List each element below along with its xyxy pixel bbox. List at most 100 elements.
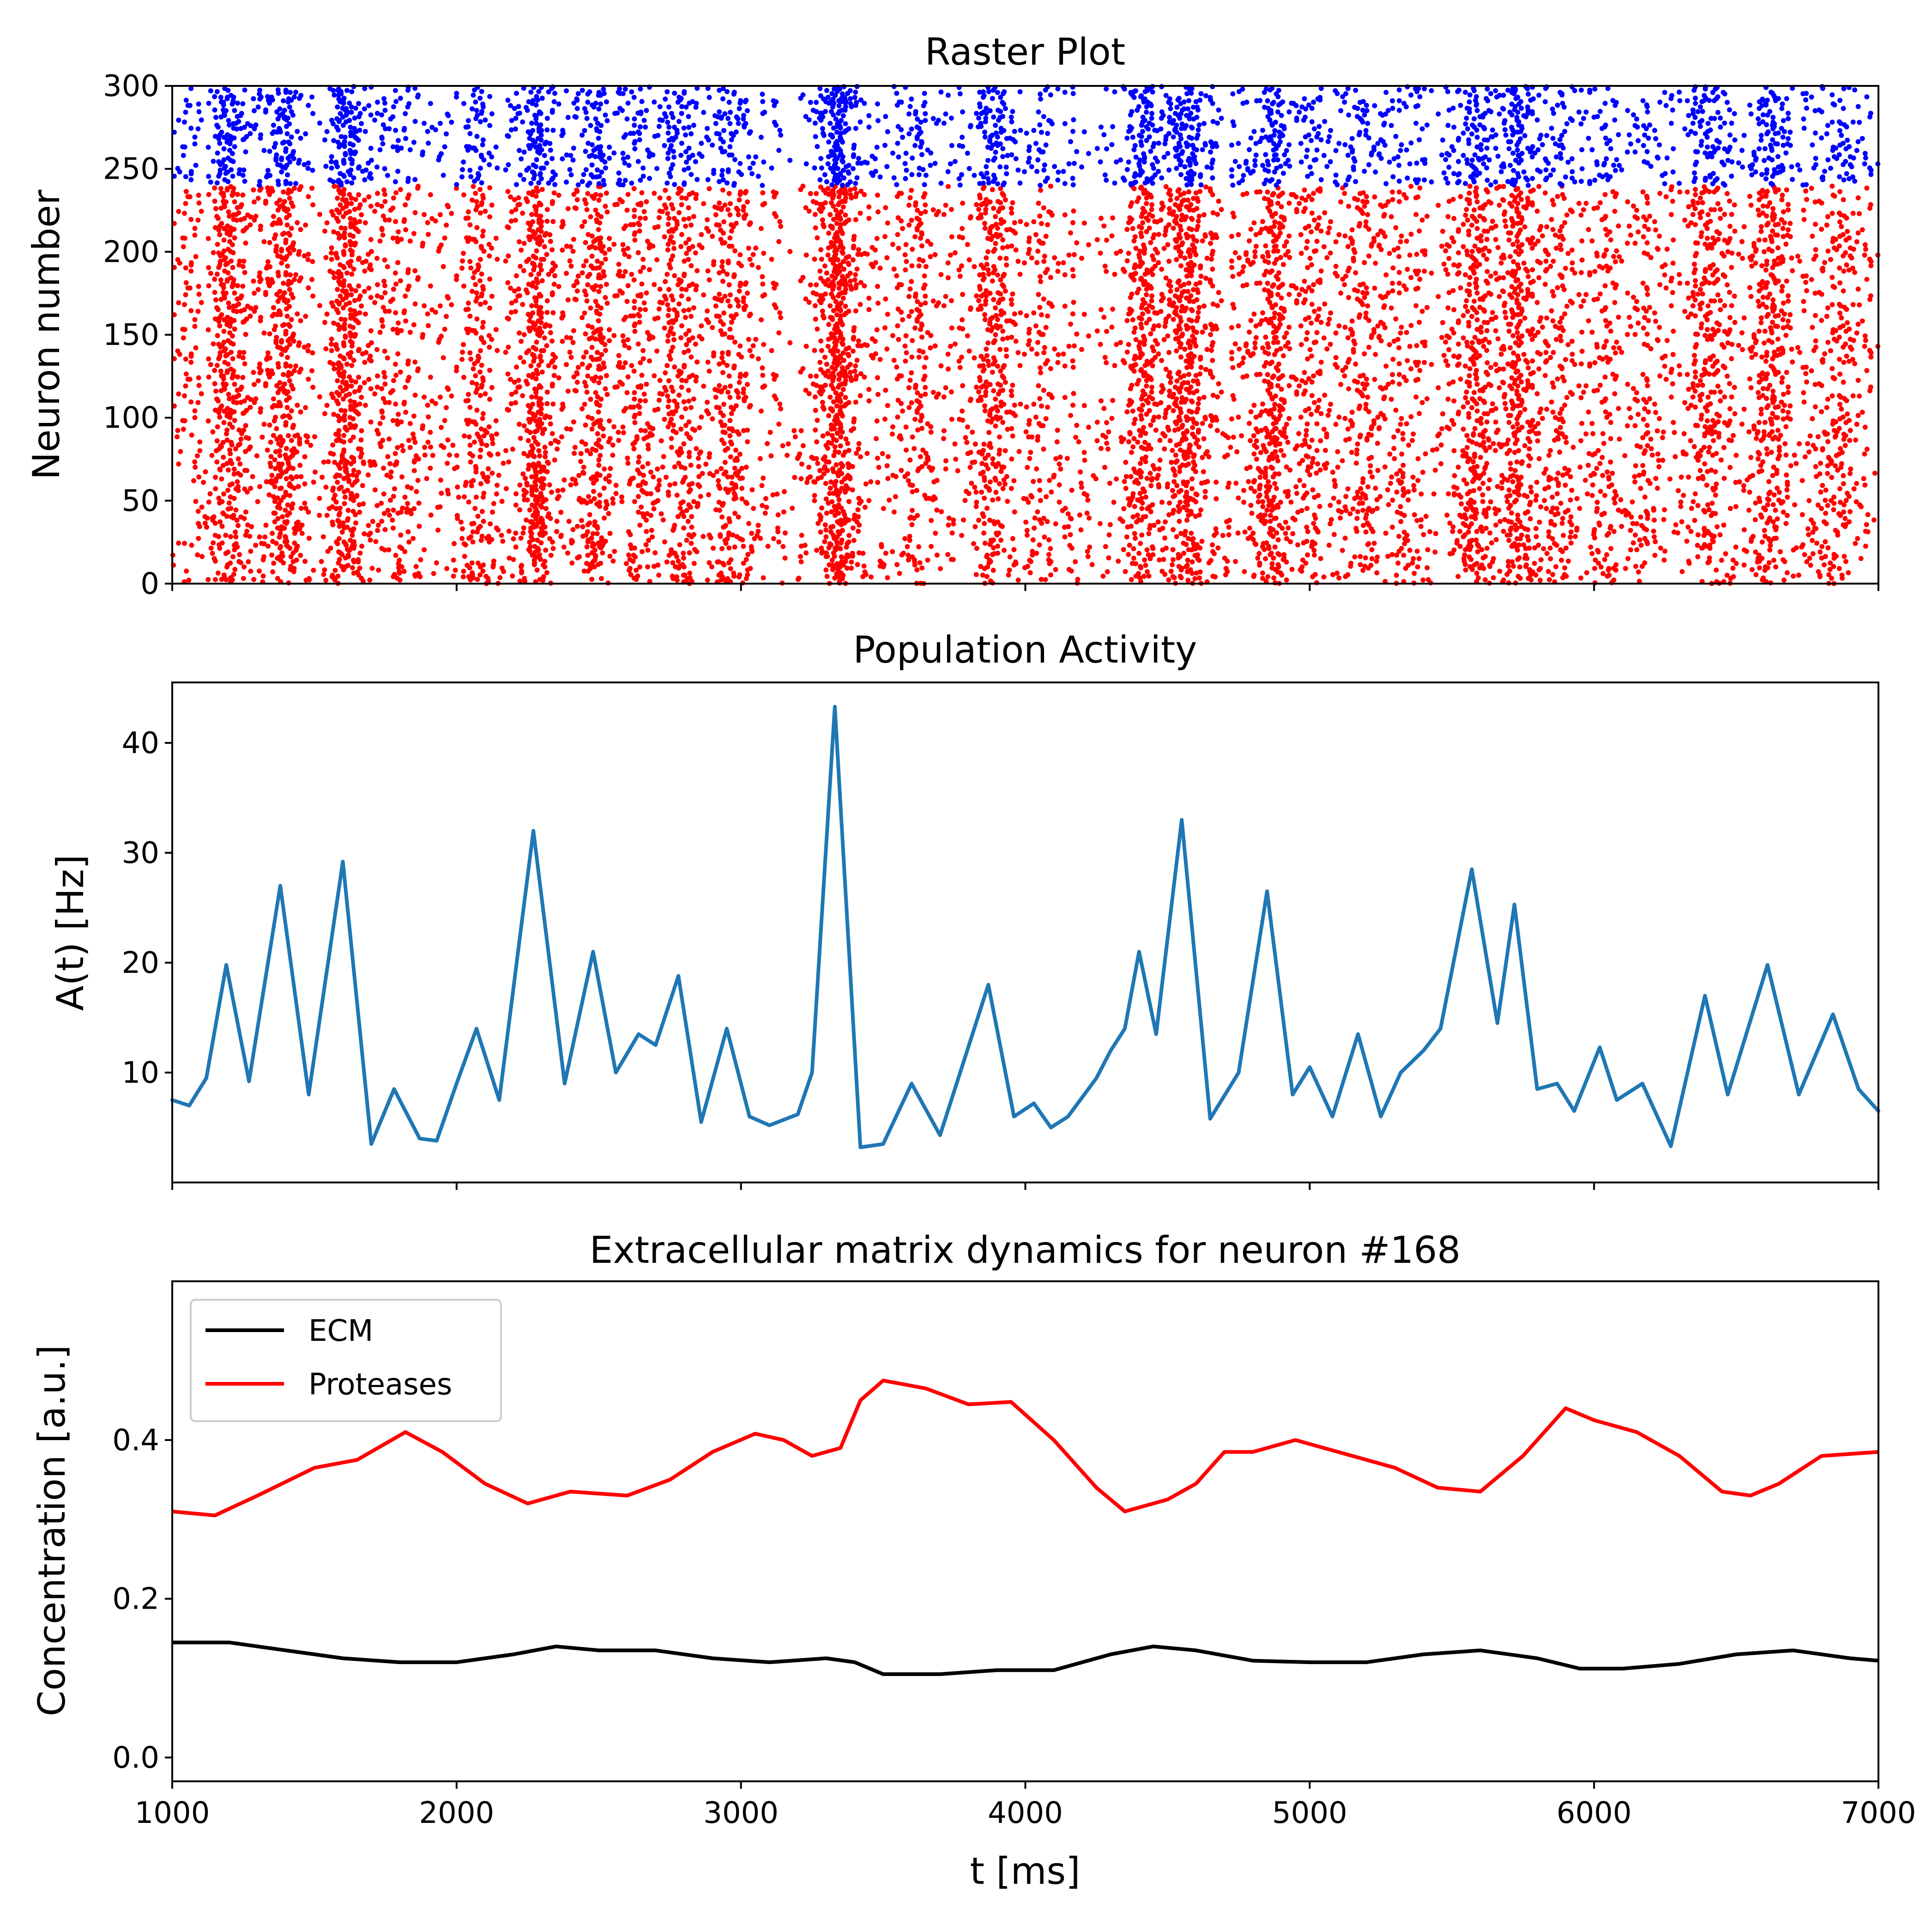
spike-dot (396, 411, 401, 417)
spike-dot (996, 531, 1002, 536)
spike-dot (826, 440, 831, 445)
spike-dot (592, 548, 598, 553)
spike-dot (810, 381, 816, 387)
spike-dot (1124, 409, 1130, 415)
spike-dot (478, 426, 484, 432)
spike-dot (1143, 562, 1148, 568)
spike-dot (1564, 545, 1569, 551)
spike-dot (1126, 496, 1131, 501)
spike-dot (1081, 491, 1087, 496)
spike-dot (452, 541, 457, 546)
spike-dot (1792, 502, 1797, 507)
spike-dot (799, 532, 804, 538)
spike-dot (371, 459, 377, 465)
spike-dot (645, 461, 651, 466)
spike-dot (691, 499, 696, 504)
spike-dot (595, 471, 600, 476)
spike-dot (248, 568, 254, 574)
spike-dot (382, 381, 388, 387)
spike-dot (833, 487, 839, 493)
spike-dot (1047, 478, 1052, 483)
spike-dot (270, 531, 275, 536)
spike-dot (1622, 453, 1628, 458)
spike-dot (1759, 468, 1764, 474)
spike-dot (743, 394, 749, 400)
spike-dot (458, 519, 464, 525)
spike-dot (689, 481, 695, 486)
spike-dot (1515, 421, 1520, 427)
spike-dot (1561, 533, 1566, 538)
spike-dot (1493, 511, 1498, 516)
spike-dot (1679, 519, 1684, 525)
spike-dot (1732, 411, 1738, 416)
spike-dot (513, 544, 519, 550)
spike-dot (776, 539, 782, 545)
spike-dot (1172, 385, 1178, 390)
spike-dot (1131, 466, 1137, 472)
spike-dot (1838, 500, 1843, 505)
spike-dot (855, 562, 860, 567)
spike-dot (748, 403, 753, 408)
spike-dot (1847, 428, 1853, 433)
spike-dot (982, 403, 987, 409)
spike-dot (1025, 564, 1031, 569)
spike-dot (1360, 491, 1365, 496)
spike-dot (1156, 414, 1161, 420)
spike-dot (890, 424, 895, 429)
spike-dot (386, 436, 392, 442)
spike-dot (976, 518, 982, 523)
spike-dot (1285, 440, 1291, 445)
spike-dot (1727, 406, 1733, 411)
spike-dot (1505, 563, 1511, 569)
spike-dot (1469, 405, 1474, 410)
spike-dot (1648, 436, 1654, 442)
spike-dot (707, 471, 712, 476)
spike-dot (681, 441, 687, 446)
spike-dot (1761, 429, 1767, 434)
spike-dot (1689, 506, 1694, 511)
spike-dot (1128, 474, 1134, 479)
spike-dot (735, 429, 740, 434)
spike-dot (1368, 562, 1374, 568)
spike-dot (1371, 541, 1377, 546)
spike-dot (1527, 500, 1533, 505)
spike-dot (1309, 393, 1315, 398)
spike-dot (678, 446, 683, 452)
spike-dot (1250, 531, 1256, 536)
spike-dot (1406, 489, 1411, 495)
spike-dot (192, 415, 198, 420)
spike-dot (658, 511, 664, 517)
spike-dot (233, 507, 239, 513)
spike-dot (1048, 546, 1053, 551)
spike-dot (228, 561, 233, 566)
spike-dot (1713, 486, 1718, 491)
spike-dot (743, 500, 749, 505)
spike-dot (1434, 446, 1440, 452)
spike-dot (743, 557, 749, 562)
spike-dot (1868, 384, 1873, 390)
spike-dot (1013, 559, 1018, 565)
spike-dot (990, 461, 996, 466)
spike-dot (257, 484, 263, 489)
spike-dot (1004, 474, 1009, 479)
spike-dot (1624, 423, 1630, 428)
spike-dot (596, 463, 602, 468)
spike-dot (321, 459, 326, 465)
spike-dot (1692, 491, 1698, 496)
spike-dot (1654, 428, 1660, 434)
spike-dot (411, 536, 416, 541)
spike-dot (919, 464, 925, 469)
spike-dot (1811, 443, 1816, 448)
spike-dot (1195, 552, 1201, 558)
spike-dot (1839, 461, 1844, 466)
spike-dot (380, 415, 386, 420)
spike-dot (568, 482, 574, 488)
spike-dot (1227, 518, 1232, 523)
spike-dot (1528, 489, 1534, 495)
spike-dot (1202, 489, 1208, 494)
spike-dot (929, 518, 934, 523)
spike-dot (982, 541, 988, 546)
spike-dot (1862, 451, 1867, 457)
spike-dot (728, 383, 733, 389)
spike-dot (1354, 447, 1360, 452)
